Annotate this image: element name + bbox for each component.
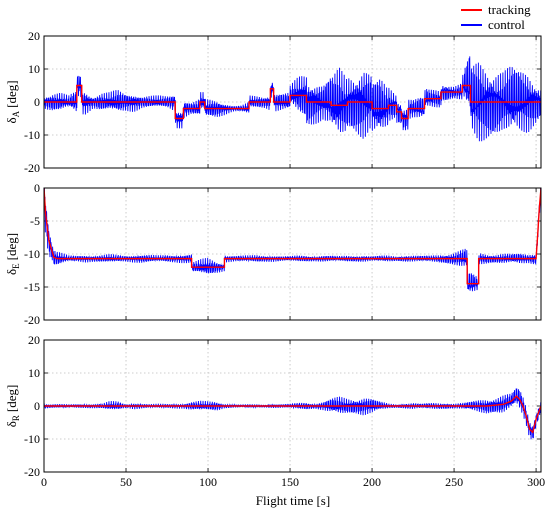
y-tick-label: 10 (28, 366, 40, 380)
y-tick-label: 0 (34, 399, 40, 413)
y-tick-label: -20 (24, 313, 40, 327)
y-tick-label: 0 (34, 95, 40, 109)
legend-tracking-label: tracking (488, 2, 531, 17)
y-tick-label: -10 (24, 247, 40, 261)
y-axis-label: δR [deg] (4, 385, 21, 428)
x-tick-label: 250 (445, 475, 463, 489)
x-axis-label: Flight time [s] (256, 493, 330, 508)
series-control-line (44, 56, 541, 142)
y-tick-label: -15 (24, 280, 40, 294)
y-axis-label-subscript: R (11, 415, 21, 421)
y-axis-label-unit: [deg] (4, 385, 19, 412)
y-tick-label: -10 (24, 432, 40, 446)
x-tick-label: 300 (527, 475, 545, 489)
legend: tracking control (461, 2, 531, 32)
y-tick-label: -20 (24, 465, 40, 479)
y-axis-label: δA [deg] (4, 80, 21, 123)
panel-frame (43, 339, 542, 473)
y-axis-label-unit: [deg] (4, 80, 19, 107)
y-tick-label: -10 (24, 128, 40, 142)
y-axis-label-symbol: δ (4, 269, 19, 275)
x-tick-label: 150 (281, 475, 299, 489)
panel-a: -20 -10 0 10 20 δA [deg] (4, 29, 542, 175)
x-tick-label: 0 (41, 475, 47, 489)
series-tracking-line (44, 84, 541, 120)
panel-e: -20 -15 -10 -5 0 δE [deg] (4, 181, 542, 327)
y-tick-label: 0 (34, 181, 40, 195)
x-tick-label: 100 (199, 475, 217, 489)
y-tick-label: -5 (30, 214, 40, 228)
y-tick-label: 20 (28, 333, 40, 347)
y-tick-label: 10 (28, 62, 40, 76)
y-axis-label-subscript: E (11, 263, 21, 269)
series-tracking-line (44, 395, 541, 434)
y-axis-label-subscript: A (11, 110, 21, 117)
series-tracking-line (44, 188, 541, 285)
x-tick-label: 50 (120, 475, 132, 489)
y-tick-label: -20 (24, 161, 40, 175)
y-axis-label-symbol: δ (4, 117, 19, 123)
panel-frame (43, 187, 542, 321)
series-control-line (44, 188, 541, 292)
panel-frame (43, 35, 542, 169)
y-axis-label-unit: [deg] (4, 233, 19, 260)
panel-r: 0 50 100 150 200 250 300 -20 -10 0 10 20 δR [deg] (4, 333, 545, 489)
y-axis-label: δE [deg] (4, 233, 21, 275)
x-tick-label: 200 (363, 475, 381, 489)
series-control-line (44, 388, 541, 440)
y-tick-label: 20 (28, 29, 40, 43)
legend-control-label: control (488, 17, 525, 32)
y-axis-label-symbol: δ (4, 421, 19, 427)
